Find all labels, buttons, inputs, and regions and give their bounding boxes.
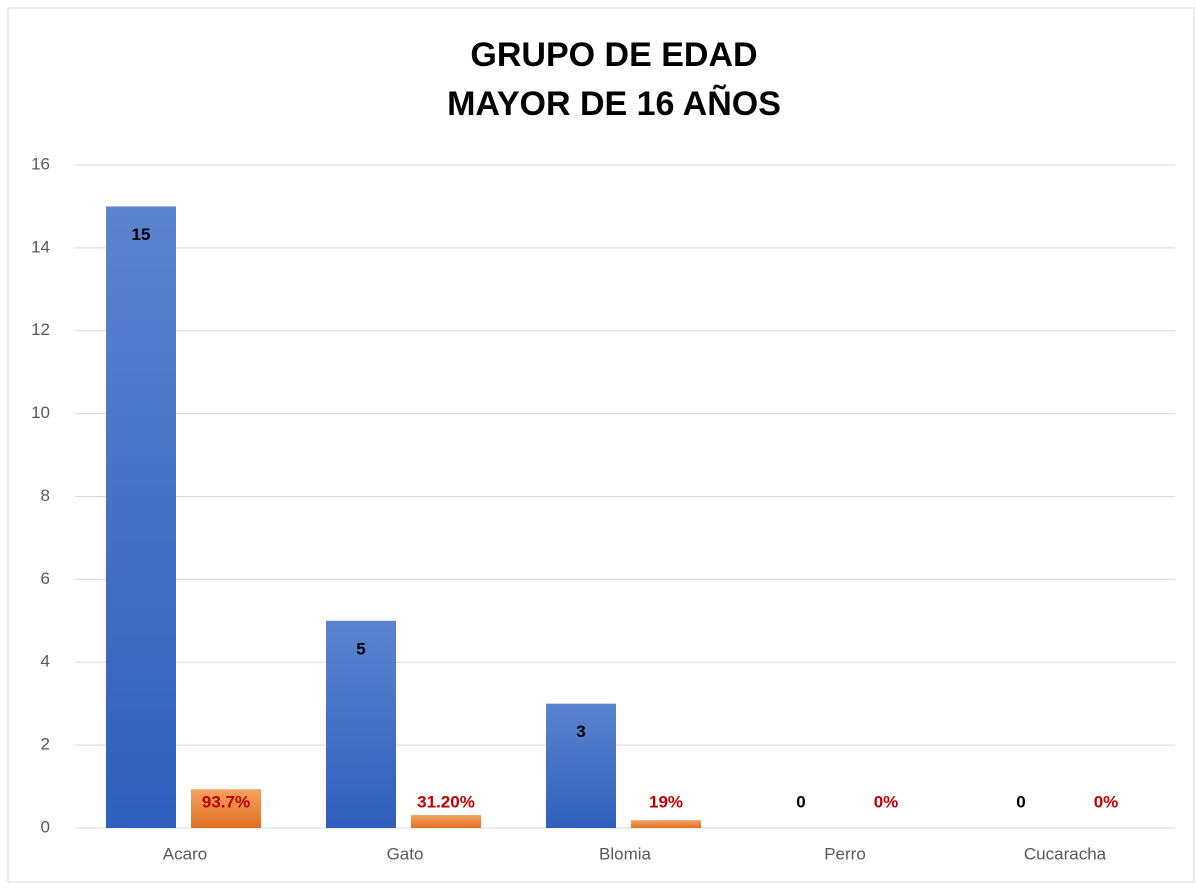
x-tick-label: Gato: [387, 844, 424, 863]
data-label: 0: [796, 792, 805, 811]
data-label: 5: [356, 639, 365, 658]
x-tick-label: Acaro: [163, 844, 207, 863]
data-label: 0%: [1094, 792, 1119, 811]
bar: [191, 789, 261, 828]
y-tick-label: 16: [31, 154, 50, 173]
bar: [631, 820, 701, 828]
y-tick-label: 8: [41, 486, 50, 505]
bar: [546, 703, 616, 828]
x-tick-label: Perro: [824, 844, 866, 863]
chart-title: MAYOR DE 16 AÑOS: [447, 85, 781, 123]
bar: [326, 620, 396, 828]
bar: [411, 815, 481, 828]
data-label: 15: [132, 225, 151, 244]
y-tick-label: 12: [31, 320, 50, 339]
chart-title: GRUPO DE EDAD: [470, 36, 757, 74]
data-label: 0%: [874, 792, 899, 811]
bar: [106, 206, 176, 828]
y-tick-label: 2: [41, 735, 50, 754]
y-tick-label: 14: [31, 237, 50, 256]
data-label: 3: [576, 722, 585, 741]
y-tick-label: 0: [41, 817, 50, 836]
x-tick-label: Blomia: [599, 844, 652, 863]
data-label: 19%: [649, 792, 683, 811]
data-label: 93.7%: [202, 792, 250, 811]
y-tick-label: 10: [31, 403, 50, 422]
data-label: 0: [1016, 792, 1025, 811]
y-tick-label: 6: [41, 569, 50, 588]
data-label: 31.20%: [417, 792, 475, 811]
y-tick-label: 4: [41, 652, 50, 671]
x-tick-label: Cucaracha: [1024, 844, 1107, 863]
